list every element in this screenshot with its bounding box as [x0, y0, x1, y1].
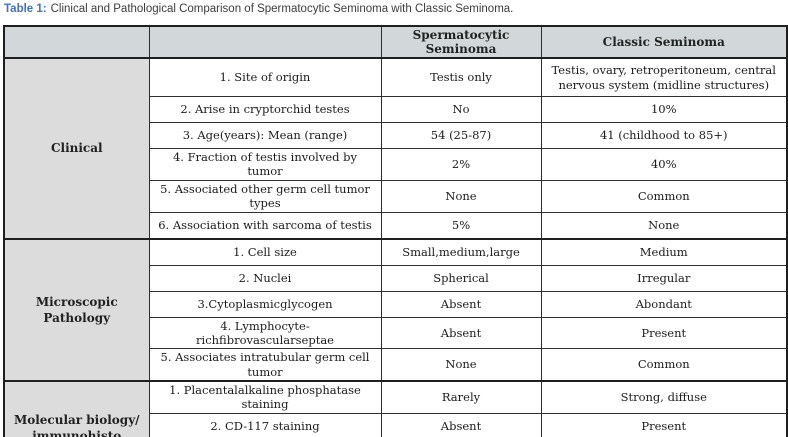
- spermatocytic-value-cell: Rarely: [380, 379, 542, 414]
- spermatocytic-value-cell: Testis only: [380, 57, 542, 97]
- header-cell-spermatocytic: Spermatocytic Seminoma: [380, 25, 542, 59]
- feature-cell: 1. Placentalalkaline phosphatase stainin…: [148, 379, 382, 414]
- table-row: 4. Fraction of testis involved by tumor …: [4, 148, 788, 181]
- spermatocytic-value-cell: Absent: [380, 412, 542, 437]
- table-row: Microscopic Pathology 1. Cell size Small…: [3, 237, 788, 382]
- header-cell-classic: Classic Seminoma: [540, 25, 788, 59]
- spermatocytic-value-cell: No: [380, 96, 542, 123]
- feature-cell: 5. Associated other germ cell tumor type…: [148, 179, 382, 213]
- spermatocytic-value-cell: None: [380, 348, 542, 382]
- classic-value-cell: Strong, diffuse: [540, 379, 788, 414]
- table-caption: Table 1: Clinical and Pathological Compar…: [4, 3, 513, 15]
- classic-value-cell: Present: [540, 316, 788, 350]
- table-caption-label: Table 1:: [4, 3, 47, 15]
- feature-cell: 2. CD-117 staining: [148, 412, 382, 437]
- header-row: Spermatocytic Seminoma Classic Seminoma: [3, 25, 788, 59]
- feature-cell: 6. Association with sarcoma of testis: [148, 211, 382, 239]
- classic-value-cell: Testis, ovary, retroperitoneum, central …: [540, 57, 788, 97]
- section-label-microscopic-pathology: Microscopic Pathology: [3, 237, 150, 382]
- table-row: 3. Age(years): Mean (range) 54 (25-87) 4…: [4, 122, 788, 149]
- classic-value-cell: Abondant: [540, 290, 788, 318]
- spermatocytic-value-cell: 54 (25-87): [380, 122, 542, 149]
- table-row: 5. Associated other germ cell tumor type…: [4, 179, 788, 213]
- section-label-clinical: Clinical: [3, 57, 150, 239]
- feature-cell: 2. Arise in cryptorchid testes: [148, 96, 382, 123]
- spermatocytic-value-cell: None: [380, 179, 542, 213]
- table-row: 6. Association with sarcoma of testis 5%…: [4, 211, 788, 239]
- feature-cell: 4. Fraction of testis involved by tumor: [148, 148, 382, 181]
- feature-cell: 4. Lymphocyte-richfibrovascularseptae: [148, 316, 382, 350]
- classic-value-cell: 10%: [540, 96, 788, 123]
- feature-cell: 3.Cytoplasmicglycogen: [148, 290, 382, 318]
- table-caption-text: Clinical and Pathological Comparison of …: [50, 3, 514, 15]
- table-row: 3.Cytoplasmicglycogen Absent Abondant: [4, 290, 788, 318]
- table-row: 2. Arise in cryptorchid testes No 10%: [4, 96, 788, 123]
- feature-cell: 5. Associates intratubular germ cell tum…: [148, 348, 382, 382]
- classic-value-cell: Common: [540, 348, 788, 382]
- classic-value-cell: None: [540, 211, 788, 239]
- spermatocytic-value-cell: Small,medium,large: [380, 237, 542, 266]
- spermatocytic-value-cell: Absent: [380, 316, 542, 350]
- classic-value-cell: Irregular: [540, 264, 788, 292]
- classic-value-cell: Medium: [540, 237, 788, 266]
- feature-cell: 2. Nuclei: [148, 264, 382, 292]
- table-row: 5. Associates intratubular germ cell tum…: [4, 348, 788, 382]
- header-cell-empty-section: [3, 25, 150, 59]
- spermatocytic-value-cell: 5%: [380, 211, 542, 239]
- classic-value-cell: 41 (childhood to 85+): [540, 122, 788, 149]
- feature-cell: 1. Cell size: [148, 237, 382, 266]
- feature-cell: 1. Site of origin: [148, 57, 382, 97]
- classic-value-cell: Common: [540, 179, 788, 213]
- classic-value-cell: 40%: [540, 148, 788, 181]
- feature-cell: 3. Age(years): Mean (range): [148, 122, 382, 149]
- table-row: Clinical 1. Site of origin Testis only T…: [3, 57, 788, 239]
- section-label-molecular-biology: Molecular biology/ immunohisto chemistry: [3, 380, 150, 437]
- table-row: Molecular biology/ immunohisto chemistry…: [3, 379, 788, 437]
- spermatocytic-value-cell: Absent: [380, 290, 542, 318]
- spermatocytic-value-cell: Spherical: [380, 264, 542, 292]
- spermatocytic-value-cell: 2%: [380, 148, 542, 181]
- classic-value-cell: Present: [540, 412, 788, 437]
- table-row: 2. CD-117 staining Absent Present: [4, 412, 788, 437]
- table-row: 4. Lymphocyte-richfibrovascularseptae Ab…: [4, 316, 788, 350]
- comparison-table: Spermatocytic Seminoma Classic Seminoma …: [3, 25, 788, 437]
- header-cell-empty-feature: [148, 25, 382, 59]
